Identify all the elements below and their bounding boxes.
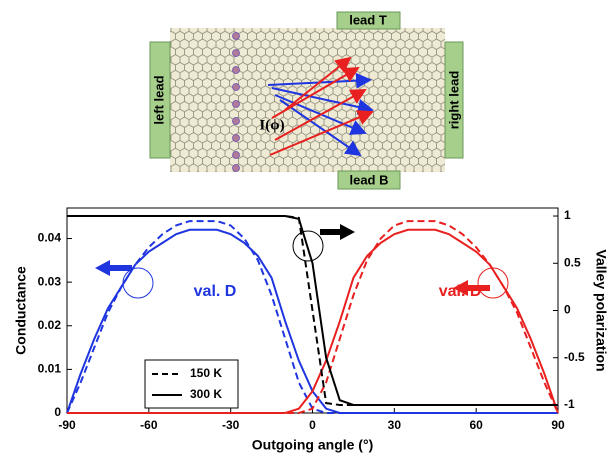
marker-circle [122, 267, 154, 299]
legend-label: 300 K [190, 387, 222, 401]
y2-tick-label: 0.5 [564, 255, 581, 269]
legend-label: 150 K [190, 366, 222, 380]
x-tick-label: 60 [469, 418, 483, 432]
y2-tick-label: -1 [564, 397, 575, 411]
right-lead [444, 41, 464, 159]
lead-label: lead T [349, 12, 387, 27]
series-line [67, 215, 558, 406]
y2-tick-label: -0.5 [564, 350, 585, 364]
schematic: lead T lead B left lead right lead I(ϕ) [149, 11, 464, 190]
pointer-arrow [320, 224, 355, 240]
x-axis-label: Outgoing angle (°) [252, 437, 373, 453]
bottom-lead [337, 170, 401, 190]
y-tick-label: 0.04 [38, 231, 62, 245]
x-tick-label: 30 [388, 418, 402, 432]
left-lead [149, 41, 171, 159]
lattice-pattern [170, 28, 445, 172]
lead-label: right lead [446, 71, 461, 130]
x-tick-label: -30 [222, 418, 240, 432]
series-line [67, 220, 559, 414]
impurity-column [232, 32, 240, 172]
y-tick-label: 0.03 [38, 274, 62, 288]
y2-axis-label: Valley polarization [593, 249, 609, 371]
y2-tick-label: 1 [564, 208, 571, 222]
x-tick-label: -60 [140, 418, 158, 432]
legend-box [144, 359, 239, 409]
current-label: I(ϕ) [259, 117, 284, 133]
x-tick-label: 90 [551, 418, 565, 432]
y-tick-label: 0 [54, 405, 61, 419]
chart: -90 -60 -30 0 30 60 90 0 0.01 0.02 0.03 0.04 -1 -0.5 0… [13, 207, 609, 453]
red-arrows [269, 56, 374, 156]
marker-circle [292, 230, 324, 262]
y-tick-label: 0.02 [38, 318, 62, 332]
top-lead [336, 11, 401, 30]
marker-circle [477, 267, 509, 299]
x-tick-label: 0 [309, 418, 316, 432]
y-tick-label: 0.01 [38, 362, 62, 376]
y-axis-label: Conductance [13, 266, 29, 355]
y2-tick-label: 0 [564, 303, 571, 317]
lead-label: left lead [151, 75, 166, 124]
x-tick-label: -90 [58, 418, 76, 432]
annotation: val. D [194, 283, 237, 300]
pointer-arrow [95, 260, 132, 276]
pointer-arrow [453, 280, 490, 296]
lead-label: lead B [349, 172, 388, 187]
annotation: val. D' [439, 283, 486, 300]
